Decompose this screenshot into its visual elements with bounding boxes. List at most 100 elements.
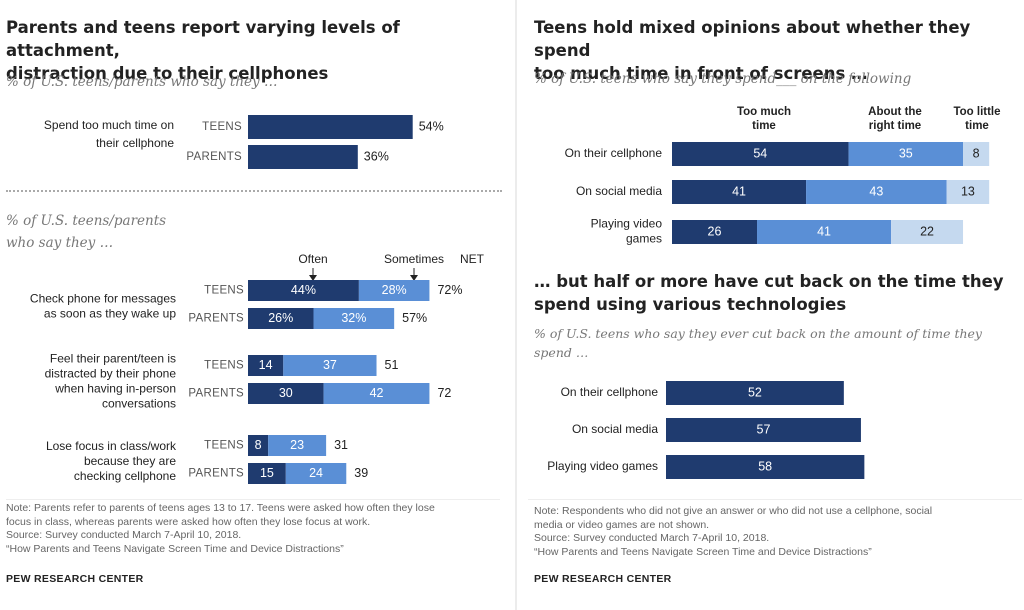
group-label: Check phone for messages bbox=[30, 292, 176, 306]
col-header-too-much: Too much bbox=[737, 106, 791, 118]
left-title-line2: distraction due to their cellphones bbox=[6, 64, 329, 83]
row-label: TEENS bbox=[204, 440, 244, 452]
bar-sometimes bbox=[268, 435, 327, 456]
bar-value-label: 57 bbox=[757, 422, 771, 436]
bar-value-label: 13 bbox=[961, 184, 975, 198]
bar-segment bbox=[963, 142, 990, 166]
right-title-2: … but half or more have cut back on the … bbox=[534, 270, 1022, 316]
cutback-chart: On their cellphone 52 On social media 57 Pla… bbox=[547, 381, 865, 479]
bar-value-label: 8 bbox=[973, 146, 980, 160]
bar-value-label: 15 bbox=[260, 466, 274, 480]
bar-segment bbox=[946, 180, 990, 204]
left-title-line1: Parents and teens report varying levels … bbox=[6, 18, 400, 60]
col-header-about-right: About the bbox=[868, 106, 922, 118]
bar-segment bbox=[806, 180, 947, 204]
bar-value-label: 41 bbox=[732, 184, 746, 198]
bar-value-label: 54 bbox=[753, 146, 767, 160]
section-divider bbox=[6, 190, 502, 192]
group-label: because they are bbox=[84, 454, 176, 468]
bar-value-label: 44% bbox=[291, 283, 316, 297]
row-label: TEENS bbox=[204, 360, 244, 372]
bar-value-label: 28% bbox=[382, 283, 407, 297]
legend-net: NET bbox=[460, 252, 485, 266]
bar-often bbox=[248, 463, 286, 484]
bar bbox=[248, 115, 413, 139]
bar-value-label: 54% bbox=[419, 119, 444, 133]
col-header-too-much: time bbox=[752, 120, 776, 132]
net-value-label: 31 bbox=[334, 438, 348, 452]
bar-value-label: 32% bbox=[341, 311, 366, 325]
bar-value-label: 35 bbox=[899, 146, 913, 160]
right-subtitle-2-line1: % of U.S. teens who say they ever cut ba… bbox=[534, 326, 982, 341]
right-note-line1: Note: Respondents who did not give an an… bbox=[534, 505, 933, 517]
bar-segment bbox=[848, 142, 964, 166]
bar-segment bbox=[757, 220, 892, 244]
group-label: distracted by their phone bbox=[45, 367, 177, 381]
right-title-1-line2: too much time in front of screens … bbox=[534, 64, 868, 83]
right-subtitle-2: % of U.S. teens who say they ever cut ba… bbox=[534, 324, 982, 362]
bar bbox=[248, 145, 358, 169]
bar-sometimes bbox=[313, 308, 395, 329]
left-title: Parents and teens report varying levels … bbox=[6, 16, 516, 85]
net-value-label: 72 bbox=[437, 386, 451, 400]
legend-pointer bbox=[309, 275, 317, 281]
bar-segment bbox=[672, 220, 758, 244]
row-label: PARENTS bbox=[188, 388, 244, 400]
left-note-line2: focus in class, whereas parents were ask… bbox=[6, 515, 371, 528]
bar-value-label: 30 bbox=[279, 386, 293, 400]
left-footer-rule bbox=[6, 499, 500, 500]
bar-value-label: 43 bbox=[869, 184, 883, 198]
legend-sometimes: Sometimes bbox=[384, 252, 444, 266]
right-note-line2: media or video games are not shown. bbox=[534, 518, 710, 531]
bar-value-label: 42 bbox=[370, 386, 384, 400]
group-label: Feel their parent/teen is bbox=[50, 352, 176, 366]
bar-sometimes bbox=[283, 355, 377, 376]
bar-value-label: 24 bbox=[309, 466, 323, 480]
bar bbox=[666, 381, 844, 405]
right-title-2-line2: spend using various technologies bbox=[534, 295, 847, 314]
left-note: Note: Parents refer to parents of teens … bbox=[6, 502, 511, 556]
right-brand: PEW RESEARCH CENTER bbox=[534, 573, 672, 585]
bar-value-label: 22 bbox=[920, 224, 934, 238]
bar-often bbox=[248, 280, 359, 301]
bar-value-label: 14 bbox=[259, 358, 273, 372]
bar-segment bbox=[672, 180, 807, 204]
bar-sometimes bbox=[358, 280, 430, 301]
bar-often bbox=[248, 435, 269, 456]
bar-sometimes bbox=[285, 463, 347, 484]
category-label: games bbox=[626, 232, 662, 246]
group-label: when having in-person bbox=[54, 382, 176, 396]
net-value-label: 39 bbox=[354, 466, 368, 480]
right-title-1-line1: Teens hold mixed opinions about whether … bbox=[534, 18, 971, 60]
right-source: Source: Survey conducted March 7-April 1… bbox=[534, 532, 770, 544]
bar bbox=[666, 418, 861, 442]
group-label: Lose focus in class/work bbox=[46, 439, 177, 453]
right-subtitle-1: % of U.S. teens who say they spend___ on… bbox=[534, 71, 912, 87]
bar-value-label: 26 bbox=[708, 224, 722, 238]
left-subtitle-2-line1: % of U.S. teens/parents bbox=[6, 213, 167, 229]
category-label: Spend too much time on bbox=[44, 118, 174, 132]
right-subtitle-2-line2: spend … bbox=[534, 345, 589, 360]
category-label: On social media bbox=[576, 184, 662, 198]
bar-value-label: 41 bbox=[817, 224, 831, 238]
group-label: checking cellphone bbox=[74, 469, 176, 483]
category-label: their cellphone bbox=[96, 136, 174, 150]
left-subtitle-2-line2: who say they … bbox=[6, 235, 114, 251]
col-header-too-little: Too little bbox=[953, 106, 1000, 118]
legend-pointer bbox=[410, 275, 418, 281]
group-label: conversations bbox=[102, 397, 176, 411]
category-label: Playing video bbox=[591, 217, 663, 231]
bar bbox=[666, 455, 865, 479]
net-value-label: 51 bbox=[385, 358, 399, 372]
category-label: Playing video games bbox=[547, 459, 658, 473]
category-label: On their cellphone bbox=[565, 146, 663, 160]
bar-value-label: 36% bbox=[364, 149, 389, 163]
left-note-line1: Note: Parents refer to parents of teens … bbox=[6, 502, 435, 514]
net-value-label: 57% bbox=[402, 311, 427, 325]
right-title-2-line1: … but half or more have cut back on the … bbox=[534, 272, 1004, 291]
bar-value-label: 58 bbox=[758, 459, 772, 473]
legend-often: Often bbox=[298, 252, 327, 266]
bar-often bbox=[248, 308, 314, 329]
row-label: TEENS bbox=[204, 285, 244, 297]
bar-segment bbox=[891, 220, 964, 244]
